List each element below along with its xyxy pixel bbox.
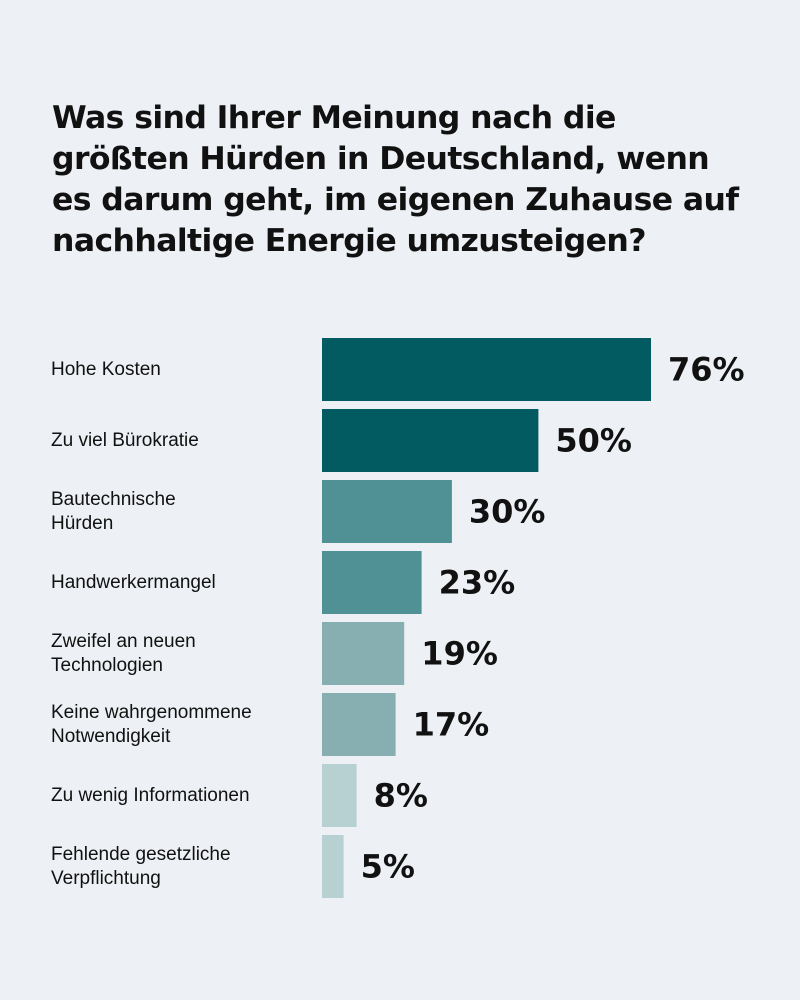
bar-7 <box>322 764 357 827</box>
value-label-1: 76% <box>668 351 745 389</box>
category-label-2: Zu viel Bürokratie <box>51 430 199 451</box>
value-label-8: 5% <box>361 848 415 886</box>
bar-3 <box>322 480 452 543</box>
value-label-3: 30% <box>469 493 546 531</box>
value-label-2: 50% <box>555 422 632 460</box>
bar-1 <box>322 338 651 401</box>
chart-title: Was sind Ihrer Meinung nach die größten … <box>52 100 739 259</box>
category-label-6: Keine wahrgenommene Notwendigkeit <box>51 702 252 747</box>
category-label-8: Fehlende gesetzliche Verpflichtung <box>51 844 231 889</box>
category-label-1: Hohe Kosten <box>51 359 161 380</box>
value-label-6: 17% <box>413 706 490 744</box>
value-label-5: 19% <box>421 635 498 673</box>
category-label-3: Bautechnische Hürden <box>51 489 176 534</box>
bar-2 <box>322 409 539 472</box>
category-label-7: Zu wenig Informationen <box>51 785 250 806</box>
bar-4 <box>322 551 422 614</box>
category-label-5: Zweifel an neuen Technologien <box>51 631 196 676</box>
bar-8 <box>322 835 344 898</box>
value-label-4: 23% <box>439 564 516 602</box>
bar-5 <box>322 622 405 685</box>
category-label-4: Handwerkermangel <box>51 572 216 593</box>
value-label-7: 8% <box>374 777 428 815</box>
bar-6 <box>322 693 396 756</box>
